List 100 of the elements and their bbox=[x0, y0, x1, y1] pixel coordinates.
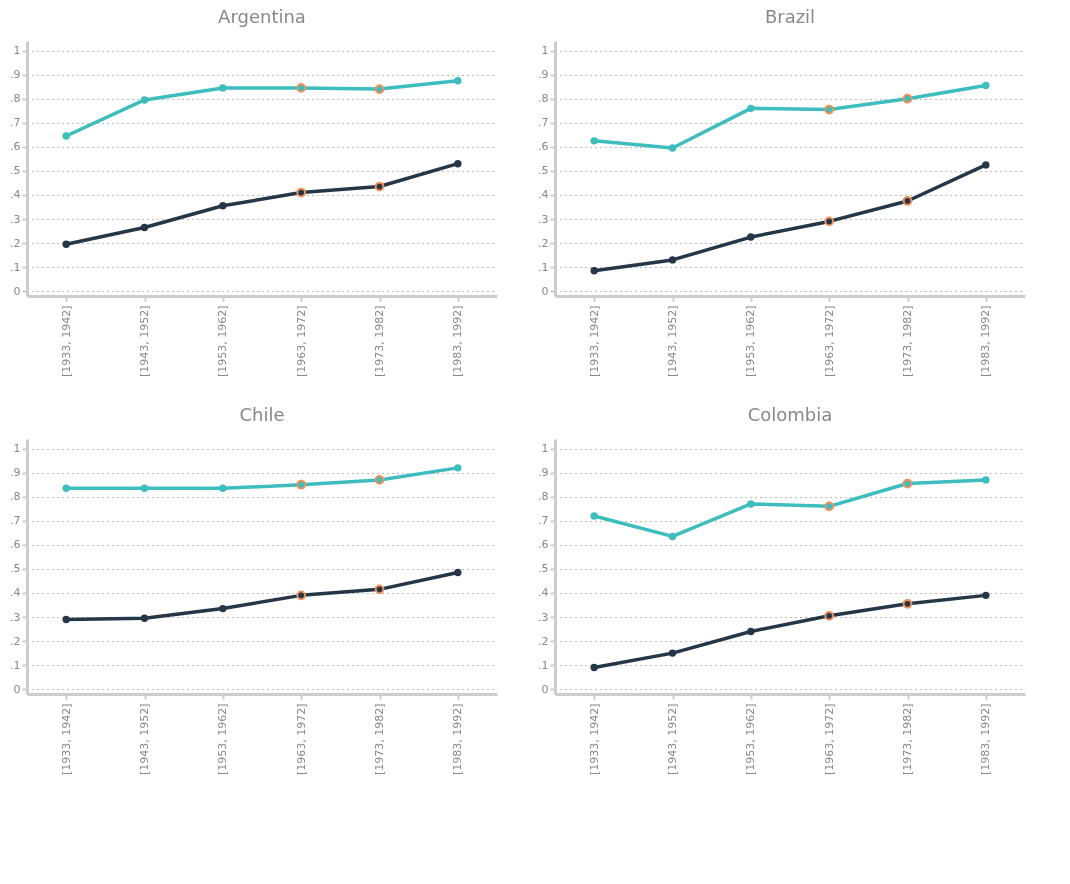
x-tick-label: [1983, 1992] bbox=[979, 703, 993, 776]
point bbox=[590, 663, 598, 672]
chart-title: Colombia bbox=[747, 404, 833, 425]
x-tick-label: [1933, 1942] bbox=[587, 703, 601, 776]
y-tick-label: .9 bbox=[10, 466, 21, 480]
point bbox=[454, 76, 462, 85]
y-tick-label: .7 bbox=[10, 116, 21, 130]
point bbox=[668, 649, 677, 657]
y-tick-label: .2 bbox=[10, 236, 21, 250]
x-tick-label: [1963, 1972] bbox=[822, 703, 836, 776]
y-tick-label: .8 bbox=[10, 490, 21, 504]
y-tick-label: 1 bbox=[13, 442, 21, 456]
y-tick-label: .3 bbox=[538, 212, 549, 226]
x-tick-label: [1933, 1942] bbox=[59, 305, 73, 378]
point bbox=[982, 591, 990, 600]
x-tick-label: [1983, 1992] bbox=[451, 703, 465, 776]
point bbox=[668, 532, 677, 541]
x-tick-label: [1953, 1962] bbox=[216, 703, 230, 776]
point bbox=[668, 256, 677, 264]
y-tick-label: .1 bbox=[10, 658, 21, 672]
point bbox=[140, 484, 149, 493]
y-tick-label: .5 bbox=[538, 562, 549, 576]
y-tick-label: .2 bbox=[538, 634, 549, 648]
x-tick-label: [1943, 1952] bbox=[666, 305, 679, 378]
y-tick-label: 1 bbox=[541, 44, 549, 58]
point bbox=[62, 484, 70, 493]
y-tick-label: .5 bbox=[538, 164, 549, 178]
x-tick-label: [1973, 1982] bbox=[373, 703, 386, 776]
y-tick-label: .6 bbox=[538, 538, 549, 552]
x-tick-label: [1943, 1952] bbox=[666, 703, 679, 776]
y-tick-label: .9 bbox=[10, 68, 21, 82]
y-tick-label: .9 bbox=[538, 466, 549, 480]
y-tick-label: .7 bbox=[538, 116, 549, 130]
point bbox=[982, 476, 990, 484]
y-tick-label: .1 bbox=[538, 658, 549, 672]
y-tick-label: .5 bbox=[10, 164, 21, 178]
point bbox=[454, 568, 462, 577]
y-tick-label: 1 bbox=[13, 44, 21, 58]
point bbox=[590, 267, 598, 275]
y-tick-label: .4 bbox=[10, 586, 21, 600]
point bbox=[454, 464, 462, 472]
y-tick-label: 1 bbox=[541, 442, 549, 456]
point bbox=[219, 84, 227, 92]
point bbox=[454, 159, 462, 168]
y-tick-label: 0 bbox=[541, 682, 549, 696]
chart-title: Chile bbox=[239, 404, 285, 425]
x-tick-label: [1953, 1962] bbox=[216, 305, 230, 378]
x-tick-label: [1943, 1952] bbox=[138, 703, 151, 776]
point bbox=[747, 627, 755, 636]
point bbox=[140, 614, 149, 622]
point bbox=[140, 223, 149, 232]
y-tick-label: .4 bbox=[538, 586, 549, 600]
x-tick-label: [1963, 1972] bbox=[294, 703, 308, 776]
point bbox=[982, 81, 990, 90]
x-tick-label: [1973, 1982] bbox=[901, 703, 914, 776]
y-tick-label: 0 bbox=[541, 284, 549, 298]
point bbox=[982, 161, 990, 169]
x-tick-label: [1933, 1942] bbox=[587, 305, 601, 378]
x-tick-label: [1953, 1962] bbox=[744, 305, 758, 378]
point bbox=[668, 144, 677, 152]
point bbox=[62, 240, 70, 248]
x-tick-label: [1973, 1982] bbox=[373, 305, 386, 378]
x-tick-label: [1943, 1952] bbox=[138, 305, 151, 378]
y-tick-label: .3 bbox=[10, 610, 21, 624]
point bbox=[219, 604, 227, 613]
y-tick-label: .7 bbox=[538, 514, 549, 528]
y-tick-label: .4 bbox=[538, 188, 549, 202]
x-tick-label: [1973, 1982] bbox=[901, 305, 914, 378]
x-tick-label: [1953, 1962] bbox=[744, 703, 758, 776]
point bbox=[62, 132, 70, 140]
y-tick-label: .3 bbox=[10, 212, 21, 226]
point bbox=[219, 484, 227, 493]
chart-title: Brazil bbox=[764, 6, 816, 27]
y-tick-label: .6 bbox=[538, 140, 549, 154]
y-tick-label: .8 bbox=[538, 490, 549, 504]
x-tick-label: [1983, 1992] bbox=[979, 305, 993, 378]
point bbox=[219, 202, 227, 210]
point bbox=[747, 233, 755, 241]
y-tick-label: .8 bbox=[538, 92, 549, 106]
y-tick-label: 0 bbox=[13, 284, 21, 298]
y-tick-label: .2 bbox=[538, 236, 549, 250]
point bbox=[590, 512, 598, 520]
x-tick-label: [1983, 1992] bbox=[451, 305, 465, 378]
y-tick-label: .9 bbox=[538, 68, 549, 82]
point bbox=[62, 615, 70, 624]
y-tick-label: 0 bbox=[13, 682, 21, 696]
x-tick-label: [1963, 1972] bbox=[822, 305, 836, 378]
y-tick-label: .6 bbox=[10, 538, 21, 552]
x-tick-label: [1933, 1942] bbox=[59, 703, 73, 776]
y-tick-label: .8 bbox=[10, 92, 21, 106]
point bbox=[747, 104, 755, 113]
y-tick-label: .5 bbox=[10, 562, 21, 576]
chart-title: Argentina bbox=[218, 6, 306, 27]
y-tick-label: .4 bbox=[10, 188, 21, 202]
point bbox=[140, 96, 149, 104]
y-tick-label: .1 bbox=[10, 260, 21, 274]
y-tick-label: .3 bbox=[538, 610, 549, 624]
x-tick-label: [1963, 1972] bbox=[294, 305, 308, 378]
y-tick-label: .1 bbox=[538, 260, 549, 274]
y-tick-label: .7 bbox=[10, 514, 21, 528]
